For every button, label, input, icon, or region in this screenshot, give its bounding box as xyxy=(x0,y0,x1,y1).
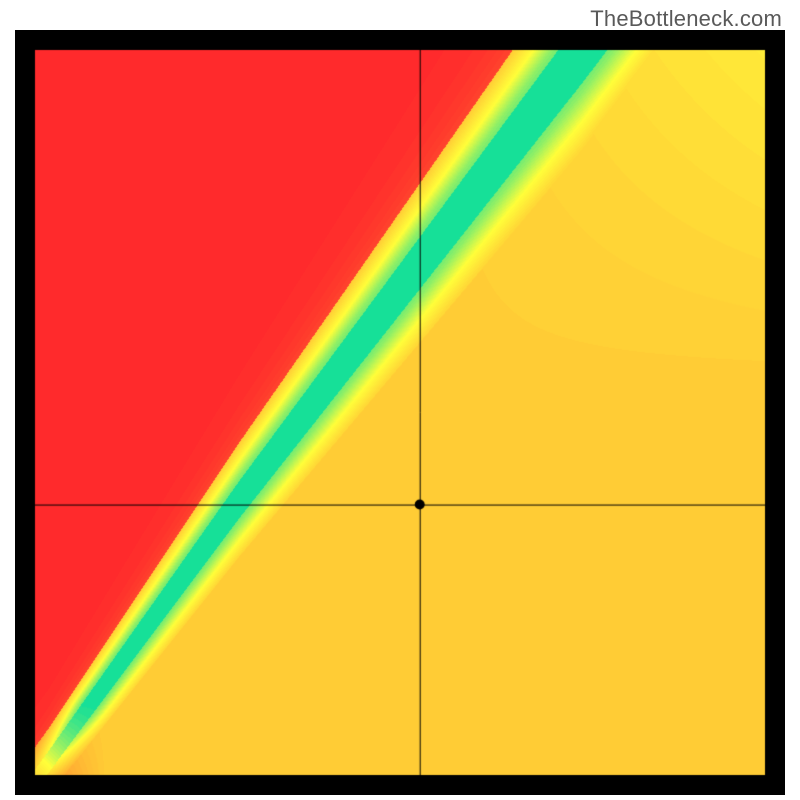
chart-container: TheBottleneck.com xyxy=(0,0,800,800)
heatmap-canvas xyxy=(15,30,785,795)
watermark-text: TheBottleneck.com xyxy=(590,6,782,32)
